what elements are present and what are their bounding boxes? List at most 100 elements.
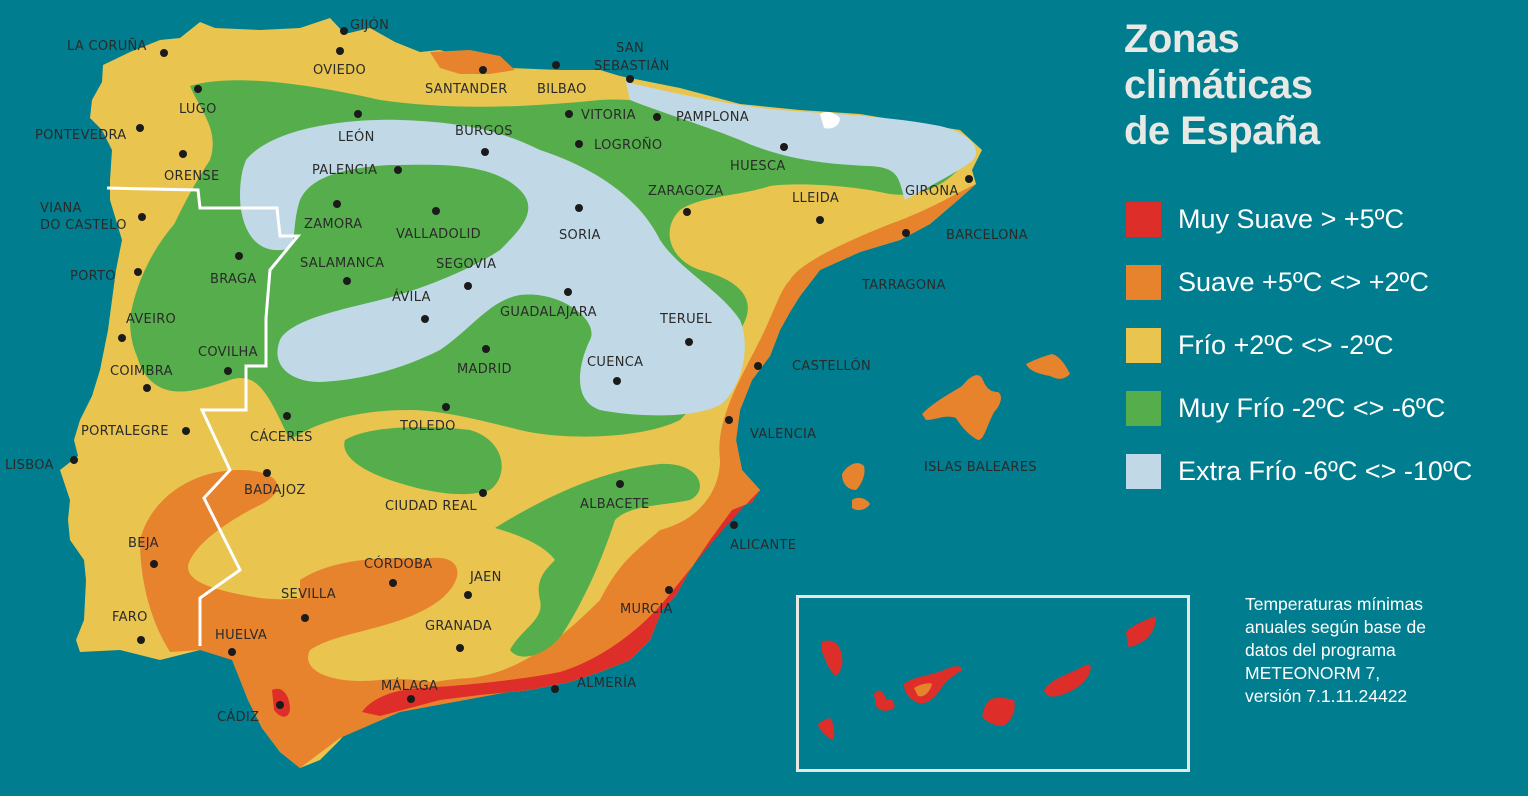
label-lugo: LUGO bbox=[179, 102, 217, 117]
label-portalegre: PORTALEGRE bbox=[81, 424, 169, 439]
zone-suave-santander bbox=[430, 50, 515, 74]
label-soria: SORIA bbox=[559, 228, 601, 243]
island-la-palma bbox=[822, 640, 843, 676]
island-ibiza bbox=[842, 463, 865, 490]
label-bilbao: BILBAO bbox=[537, 82, 587, 97]
label-lleida: LLEIDA bbox=[792, 191, 839, 206]
label-caceres: CÁCERES bbox=[250, 429, 313, 445]
note-line-1: Temperaturas mínimas bbox=[1245, 594, 1423, 614]
title-line-2: climáticas bbox=[1124, 63, 1313, 107]
note-line-3: datos del programa bbox=[1245, 640, 1396, 660]
label-toledo: TOLEDO bbox=[399, 419, 456, 434]
label-tarragona: TARRAGONA bbox=[861, 278, 946, 293]
zone-muy-frio-portugal bbox=[130, 200, 270, 385]
label-burgos: BURGOS bbox=[455, 124, 513, 139]
label-oviedo: OVIEDO bbox=[313, 63, 366, 78]
zone-suave-cordoba bbox=[300, 558, 453, 627]
label-alicante: ALICANTE bbox=[730, 538, 796, 553]
legend-label: Muy Suave > +5ºC bbox=[1178, 203, 1404, 234]
label-madrid: MADRID bbox=[457, 362, 512, 377]
label-albacete: ALBACETE bbox=[580, 497, 650, 512]
note-line-2: anuales según base de bbox=[1245, 617, 1426, 637]
note-line-4: METEONORM 7, bbox=[1245, 663, 1381, 683]
label-valladolid: VALLADOLID bbox=[396, 227, 481, 242]
label-orense: ORENSE bbox=[164, 169, 219, 184]
zone-muy-frio-montes-toledo bbox=[344, 427, 502, 495]
legend-swatch-muy-frio bbox=[1126, 390, 1161, 426]
legend-swatch-muy-suave bbox=[1126, 201, 1161, 237]
island-el-hierro bbox=[818, 718, 835, 740]
label-faro: FARO bbox=[112, 610, 148, 625]
label-coimbra: COIMBRA bbox=[110, 364, 173, 379]
label-avila: ÁVILA bbox=[392, 289, 431, 305]
legend-item-muy-suave: Muy Suave > +5ºC bbox=[1126, 201, 1472, 237]
island-lanzarote bbox=[1126, 616, 1156, 647]
canary-islands bbox=[818, 616, 1156, 740]
zone-extra-frio-central bbox=[240, 119, 745, 416]
label-viana-1: VIANA bbox=[40, 201, 82, 216]
label-palencia: PALENCIA bbox=[312, 163, 377, 178]
island-mallorca bbox=[922, 375, 1001, 440]
legend-swatch-extra-frio bbox=[1126, 453, 1161, 489]
legend-label: Extra Frío -6ºC <> -10ºC bbox=[1178, 455, 1473, 486]
title-line-1: Zonas bbox=[1124, 17, 1240, 61]
label-barcelona: BARCELONA bbox=[946, 228, 1028, 243]
label-covilha: COVILHA bbox=[198, 345, 258, 360]
label-granada: GRANADA bbox=[425, 619, 492, 634]
label-jaen: JAEN bbox=[469, 570, 502, 585]
label-guadalajara: GUADALAJARA bbox=[500, 305, 597, 320]
label-aveiro: AVEIRO bbox=[126, 312, 176, 327]
label-la-coruna: LA CORUÑA bbox=[67, 38, 147, 54]
source-note: Temperaturas mínimas anuales según base … bbox=[1245, 593, 1465, 708]
zone-extra-frio-pyrenees bbox=[626, 82, 977, 200]
note-line-5: versión 7.1.11.24422 bbox=[1245, 686, 1408, 706]
zone-muy-suave-southeast bbox=[362, 490, 760, 716]
label-ciudad-real: CIUDAD REAL bbox=[385, 499, 477, 514]
island-gran-canaria bbox=[982, 697, 1015, 726]
label-murcia: MURCIA bbox=[620, 602, 673, 617]
label-pamplona: PAMPLONA bbox=[676, 110, 749, 125]
label-sevilla: SEVILLA bbox=[281, 587, 336, 602]
label-malaga: MÁLAGA bbox=[381, 678, 438, 694]
label-castellon: CASTELLÓN bbox=[792, 358, 871, 374]
portugal-border bbox=[106, 186, 302, 646]
label-zaragoza: ZARAGOZA bbox=[648, 184, 723, 199]
label-cadiz: CÁDIZ bbox=[217, 709, 259, 725]
label-braga: BRAGA bbox=[210, 272, 257, 287]
label-huesca: HUESCA bbox=[730, 159, 786, 174]
island-formentera bbox=[852, 497, 870, 511]
label-huelva: HUELVA bbox=[215, 628, 267, 643]
legend-swatch-suave bbox=[1126, 264, 1161, 300]
city-markers bbox=[70, 27, 973, 709]
label-cuenca: CUENCA bbox=[587, 355, 643, 370]
legend-item-extra-frio: Extra Frío -6ºC <> -10ºC bbox=[1126, 453, 1473, 489]
teide-orange bbox=[914, 683, 932, 697]
label-pontevedra: PONTEVEDRA bbox=[35, 128, 126, 143]
label-viana-2: DO CASTELO bbox=[40, 218, 127, 233]
label-san-sebastian-2: SEBASTIÁN bbox=[594, 58, 670, 74]
label-logrono: LOGROÑO bbox=[594, 137, 662, 153]
label-santander: SANTANDER bbox=[425, 82, 508, 97]
label-valencia: VALENCIA bbox=[750, 427, 816, 442]
canary-islands-inset-frame bbox=[796, 595, 1190, 772]
legend-item-suave: Suave +5ºC <> +2ºC bbox=[1126, 264, 1472, 300]
legend: Muy Suave > +5ºC Suave +5ºC <> +2ºC Frío… bbox=[1126, 201, 1473, 517]
city-labels: LA CORUÑA GIJÓN OVIEDO SANTANDER BILBAO … bbox=[5, 17, 1036, 725]
label-beja: BEJA bbox=[128, 536, 159, 551]
label-leon: LEÓN bbox=[338, 129, 375, 145]
label-vitoria: VITORIA bbox=[581, 108, 636, 123]
label-zamora: ZAMORA bbox=[304, 217, 362, 232]
island-la-gomera bbox=[874, 690, 895, 711]
legend-label: Suave +5ºC <> +2ºC bbox=[1178, 266, 1429, 297]
legend-item-muy-frio: Muy Frío -2ºC <> -6ºC bbox=[1126, 390, 1472, 426]
label-badajoz: BADAJOZ bbox=[244, 483, 306, 498]
island-menorca bbox=[1026, 354, 1070, 379]
label-almeria: ALMERÍA bbox=[577, 675, 636, 691]
label-lisboa: LISBOA bbox=[5, 458, 54, 473]
snow-patch bbox=[820, 111, 840, 129]
zone-muy-frio-albacete bbox=[495, 463, 700, 657]
legend-item-frio: Frío +2ºC <> -2ºC bbox=[1126, 327, 1472, 363]
label-segovia: SEGOVIA bbox=[436, 257, 496, 272]
page-title: Zonas climáticas de España bbox=[1124, 16, 1320, 154]
